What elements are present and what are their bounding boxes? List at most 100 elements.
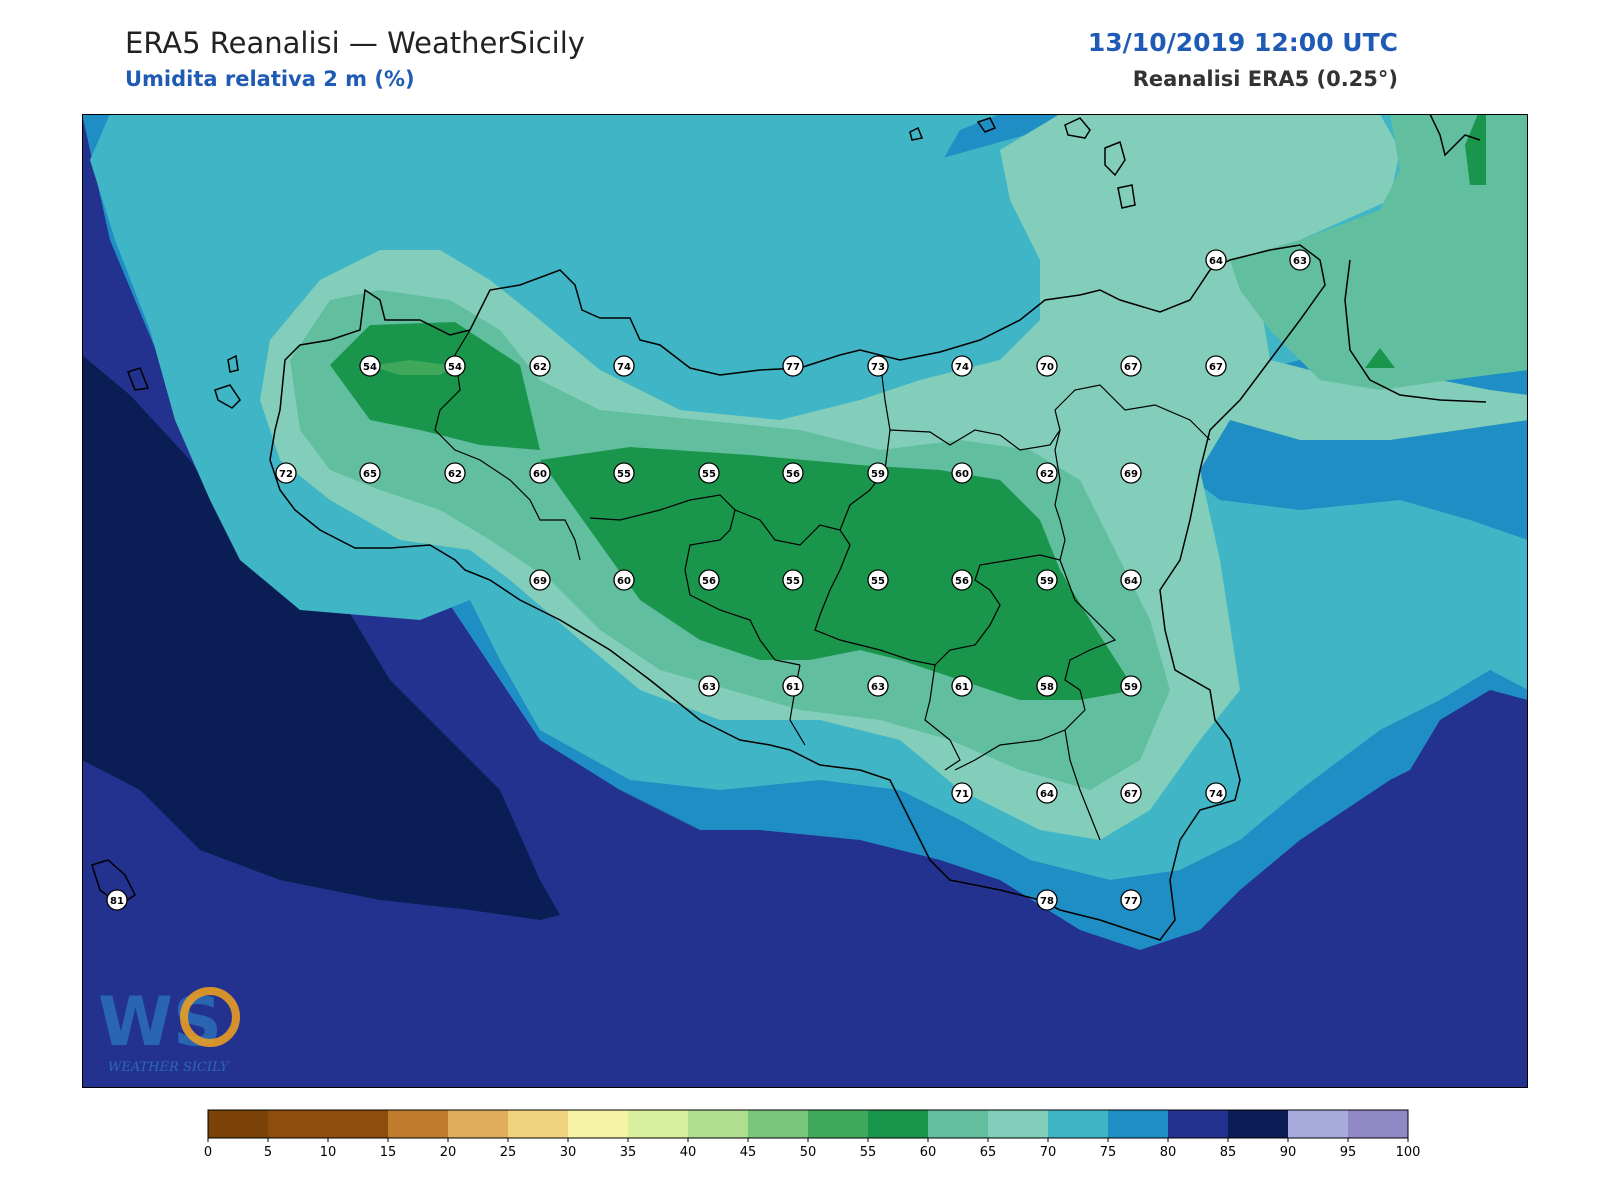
station-circle [867, 462, 889, 484]
station-marker: 55 [867, 569, 889, 591]
station-marker: 67 [1120, 355, 1142, 377]
colorbar-tick-label: 60 [920, 1145, 937, 1160]
colorbar-segment [1168, 1110, 1228, 1138]
data-source: Reanalisi ERA5 (0.25°) [1132, 67, 1398, 91]
station-value: 54 [363, 362, 377, 373]
colorbar-tick-label: 0 [204, 1145, 212, 1160]
station-marker: 78 [1036, 889, 1058, 911]
colorbar-segment [988, 1110, 1048, 1138]
station-circle [867, 355, 889, 377]
colorbar-segment [808, 1110, 868, 1138]
station-marker: 60 [951, 462, 973, 484]
station-marker: 71 [951, 782, 973, 804]
station-marker: 59 [1036, 569, 1058, 591]
weathersicily-logo-icon: WS WEATHER SICILY [98, 983, 258, 1075]
station-value: 61 [955, 682, 969, 693]
station-marker: 74 [613, 355, 635, 377]
station-marker: 64 [1120, 569, 1142, 591]
station-value: 64 [1209, 256, 1223, 267]
station-value: 60 [955, 469, 969, 480]
station-marker: 62 [1036, 462, 1058, 484]
station-circle [698, 675, 720, 697]
station-circle [698, 462, 720, 484]
station-marker: 61 [951, 675, 973, 697]
station-marker: 70 [1036, 355, 1058, 377]
station-circle [613, 355, 635, 377]
humidity-map: 54 54 62 74 77 73 74 70 67 67 64 63 72 65 62 60 55 55 56 59… [82, 114, 1528, 1088]
station-markers: 54 54 62 74 77 73 74 70 67 67 64 63 72 65 62 60 55 55 56 59… [106, 249, 1311, 911]
station-circle [782, 355, 804, 377]
station-circle [1120, 889, 1142, 911]
station-value: 74 [617, 362, 631, 373]
station-value: 69 [1124, 469, 1138, 480]
station-marker: 65 [359, 462, 381, 484]
station-marker: 62 [444, 462, 466, 484]
band-55-60-etna [1365, 348, 1395, 368]
station-marker: 56 [782, 462, 804, 484]
station-circle [782, 462, 804, 484]
colorbar-tick-label: 15 [380, 1145, 397, 1160]
colorbar-tick-label: 85 [1220, 1145, 1237, 1160]
valid-datetime: 13/10/2019 12:00 UTC [1087, 28, 1398, 57]
station-circle [529, 462, 551, 484]
station-circle [444, 462, 466, 484]
station-value: 55 [617, 469, 631, 480]
colorbar-tick-label: 50 [800, 1145, 817, 1160]
station-circle [698, 569, 720, 591]
station-value: 65 [363, 469, 377, 480]
station-marker: 59 [867, 462, 889, 484]
station-circle [867, 675, 889, 697]
station-marker: 63 [867, 675, 889, 697]
colorbar-segment [628, 1110, 688, 1138]
colorbar-segment [1048, 1110, 1108, 1138]
station-value: 60 [617, 576, 631, 587]
station-marker: 64 [1205, 249, 1227, 271]
band-60-65 [1230, 114, 1528, 390]
station-value: 62 [1040, 469, 1054, 480]
station-marker: 72 [275, 462, 297, 484]
station-marker: 63 [1289, 249, 1311, 271]
station-marker: 59 [1120, 675, 1142, 697]
station-marker: 63 [698, 675, 720, 697]
station-marker: 77 [1120, 889, 1142, 911]
station-marker: 54 [359, 355, 381, 377]
station-circle [1289, 249, 1311, 271]
colorbar-segment [568, 1110, 628, 1138]
colorbar-tick-label: 100 [1396, 1145, 1421, 1160]
colorbar-tick-label: 20 [440, 1145, 457, 1160]
station-marker: 64 [1036, 782, 1058, 804]
station-circle [1036, 569, 1058, 591]
station-marker: 69 [1120, 462, 1142, 484]
station-marker: 62 [529, 355, 551, 377]
station-circle [1120, 675, 1142, 697]
station-value: 61 [786, 682, 800, 693]
station-value: 63 [871, 682, 885, 693]
station-circle [1036, 355, 1058, 377]
station-value: 55 [702, 469, 716, 480]
station-circle [359, 355, 381, 377]
band-85-90 [82, 355, 560, 920]
colorbar-segment [388, 1110, 448, 1138]
station-marker: 73 [867, 355, 889, 377]
colorbar-tick-label: 55 [860, 1145, 877, 1160]
sicily-coastline [269, 244, 1326, 941]
station-marker: 58 [1036, 675, 1058, 697]
colorbar-segment [1348, 1110, 1408, 1138]
map-subtitle: Umidita relativa 2 m (%) [125, 67, 415, 91]
station-value: 55 [786, 576, 800, 587]
station-marker: 67 [1120, 782, 1142, 804]
station-circle [1036, 782, 1058, 804]
station-marker: 55 [782, 569, 804, 591]
colorbar-segment [448, 1110, 508, 1138]
station-circle [1120, 569, 1142, 591]
colorbar-tick-label: 95 [1340, 1145, 1357, 1160]
station-value: 64 [1040, 789, 1054, 800]
station-marker: 67 [1205, 355, 1227, 377]
colorbar-tick-label: 5 [264, 1145, 272, 1160]
map-title: ERA5 Reanalisi — WeatherSicily [125, 26, 585, 60]
province-borders [434, 329, 1211, 841]
colorbar-tick-label: 45 [740, 1145, 757, 1160]
station-circle [951, 782, 973, 804]
station-circle [1120, 782, 1142, 804]
station-value: 71 [955, 789, 969, 800]
